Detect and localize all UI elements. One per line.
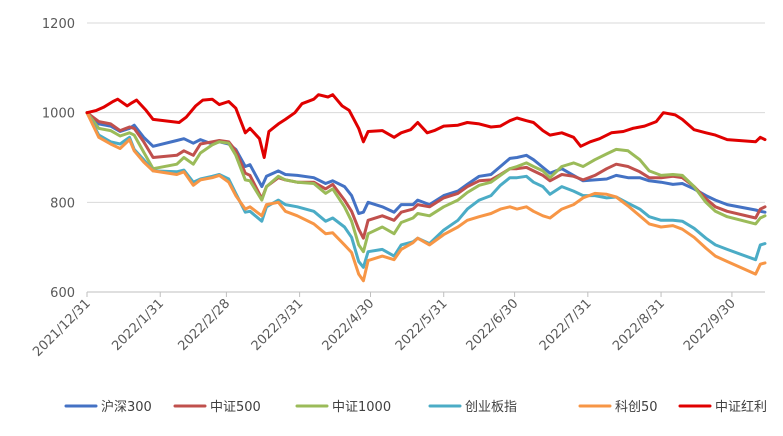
legend-label: 科创50	[615, 400, 658, 415]
y-tick-label: 1000	[42, 107, 75, 122]
legend-label: 中证1000	[332, 400, 391, 415]
legend-label: 中证500	[210, 400, 261, 415]
series-line-6	[87, 95, 765, 158]
legend: 沪深300 中证500 中证1000 创业板指 科创50 中证红利	[66, 399, 767, 415]
x-tick-label: 2022/6/30	[464, 296, 522, 354]
series-line-5	[87, 113, 765, 281]
legend-label: 中证红利	[715, 399, 767, 415]
x-tick-label: 2022/8/31	[610, 296, 668, 354]
x-tick-label: 2021/12/31	[30, 296, 94, 360]
x-tick-label: 2022/9/30	[681, 296, 739, 354]
x-tick-label: 2022/2/28	[175, 296, 233, 354]
x-tick-label: 2022/7/31	[537, 296, 595, 354]
legend-label: 沪深300	[101, 399, 152, 415]
y-tick-label: 600	[50, 286, 75, 301]
series-lines	[87, 95, 765, 281]
series-line-1	[87, 113, 765, 214]
x-tick-label: 2022/1/31	[109, 296, 167, 354]
y-tick-label: 800	[50, 196, 75, 211]
legend-label: 创业板指	[465, 400, 517, 415]
axes: 600 800 1000 1200 2021/12/31 2022/1/31 2022/2/…	[30, 17, 765, 360]
x-tick-label: 2022/5/31	[393, 296, 451, 354]
x-tick-label: 2022/3/31	[249, 296, 307, 354]
y-tick-label: 1200	[42, 17, 75, 32]
x-tick-label: 2022/4/30	[320, 296, 378, 354]
